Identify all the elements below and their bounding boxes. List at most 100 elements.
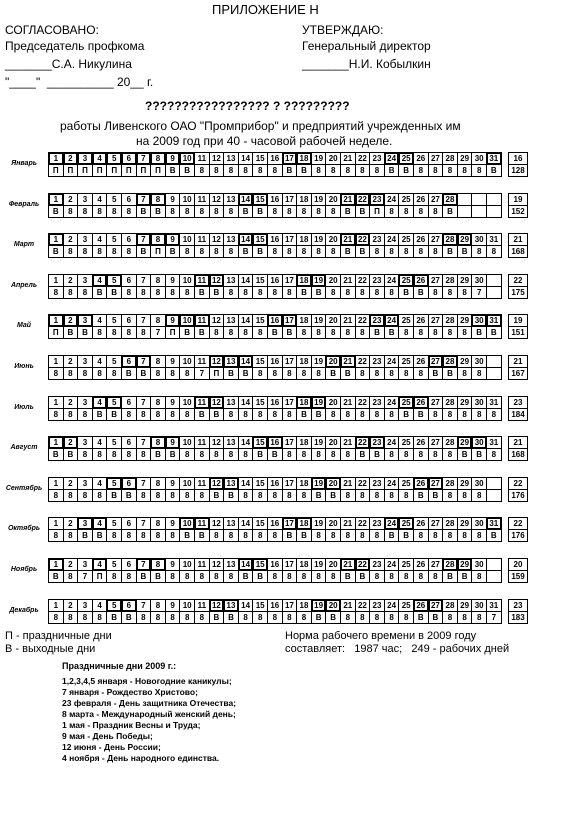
month-name: Май <box>16 322 32 330</box>
day-code: В <box>398 164 414 177</box>
day-code: 8 <box>77 245 93 259</box>
left-line: СОГЛАСОВАНО: <box>5 23 99 37</box>
month-name: Июль <box>14 403 34 411</box>
day-code: 8 <box>296 570 312 583</box>
day-code: В <box>121 367 137 380</box>
day-code: 8 <box>237 610 254 624</box>
day-code: 8 <box>267 488 283 502</box>
day-code: 8 <box>456 285 473 299</box>
day-code: В <box>48 245 64 259</box>
day-code: В <box>427 367 444 380</box>
total-hours: 128 <box>508 164 528 177</box>
day-code: 8 <box>208 529 225 543</box>
day-code: В <box>106 488 122 502</box>
day-code: В <box>252 204 268 218</box>
day-code: 8 <box>325 570 341 583</box>
day-code: 8 <box>237 164 254 177</box>
day-code: 8 <box>398 570 414 583</box>
day-code: 8 <box>427 407 444 421</box>
day-code: 8 <box>354 529 371 543</box>
total-hours: 152 <box>508 204 528 218</box>
day-code: 8 <box>398 367 414 380</box>
day-code: В <box>48 570 64 583</box>
day-code: 8 <box>106 367 122 380</box>
day-code: 8 <box>354 164 371 177</box>
day-code: В <box>48 204 64 218</box>
day-code: В <box>354 245 371 259</box>
month-name: Октябрь <box>7 525 41 533</box>
month-name: Март <box>13 241 35 249</box>
day-code: 8 <box>91 448 108 462</box>
subtitle: на 2009 год при 40 - часовой рабочей нед… <box>136 134 393 148</box>
day-code: В <box>150 204 166 218</box>
day-code: 8 <box>62 204 79 218</box>
empty-cell <box>486 285 502 299</box>
day-code: В <box>106 610 122 624</box>
day-code: 8 <box>296 326 312 340</box>
day-code: 8 <box>369 164 385 177</box>
day-code: В <box>340 204 356 218</box>
day-code: 8 <box>369 570 385 583</box>
day-code: 8 <box>208 204 225 218</box>
holiday-item: 23 февраля - День защитника Отечества; <box>62 698 237 708</box>
day-code: 8 <box>77 367 93 380</box>
day-code: П <box>106 164 122 177</box>
day-code: 8 <box>164 367 181 380</box>
day-code: 8 <box>456 326 473 340</box>
left-line: "____" __________ 20__ г. <box>5 75 154 89</box>
holiday-item: 9 мая - День Победы; <box>62 731 153 741</box>
day-code: В <box>427 610 444 624</box>
total-hours: 168 <box>508 245 528 259</box>
day-code: П <box>369 204 385 218</box>
day-code: 8 <box>413 529 429 543</box>
day-code: В <box>310 407 327 421</box>
day-code: 8 <box>252 407 268 421</box>
day-code: 8 <box>471 529 487 543</box>
day-code: 8 <box>179 570 195 583</box>
day-code: В <box>252 245 268 259</box>
day-code: 8 <box>340 285 356 299</box>
day-code: В <box>179 326 195 340</box>
day-code: 8 <box>354 326 371 340</box>
day-code: В <box>340 245 356 259</box>
day-code: 8 <box>383 204 400 218</box>
day-code: 8 <box>237 488 254 502</box>
day-code: В <box>135 245 152 259</box>
day-code: 8 <box>456 407 473 421</box>
day-code: 8 <box>427 529 444 543</box>
day-code: 8 <box>194 164 210 177</box>
empty-cell <box>486 570 502 583</box>
day-code: В <box>194 285 210 299</box>
day-code: 8 <box>106 448 122 462</box>
day-code: 8 <box>340 326 356 340</box>
day-code: 8 <box>179 245 195 259</box>
day-code: В <box>179 529 195 543</box>
day-code: 8 <box>310 529 327 543</box>
day-code: 8 <box>310 570 327 583</box>
right-line: УТВЕРЖДАЮ: <box>302 23 384 37</box>
day-code: 8 <box>223 570 239 583</box>
day-code: 8 <box>281 204 298 218</box>
day-code: 8 <box>252 285 268 299</box>
month-name: Ноябрь <box>10 566 38 573</box>
day-code: 8 <box>121 245 137 259</box>
day-code: 8 <box>398 610 414 624</box>
day-code: 8 <box>413 448 429 462</box>
day-code: 8 <box>223 448 239 462</box>
day-code: В <box>427 488 444 502</box>
day-code: П <box>91 570 108 583</box>
day-code: 8 <box>194 610 210 624</box>
day-code: В <box>48 448 64 462</box>
day-code: 8 <box>62 367 79 380</box>
day-code: 8 <box>252 488 268 502</box>
day-code: 8 <box>427 285 444 299</box>
day-code: В <box>325 610 341 624</box>
holiday-item: 1,2,3,4,5 января - Новогодние каникулы; <box>62 676 232 686</box>
day-code: 8 <box>121 529 137 543</box>
day-code: В <box>369 448 385 462</box>
day-code: 8 <box>413 245 429 259</box>
day-code: 8 <box>150 367 166 380</box>
day-code: 8 <box>106 204 122 218</box>
